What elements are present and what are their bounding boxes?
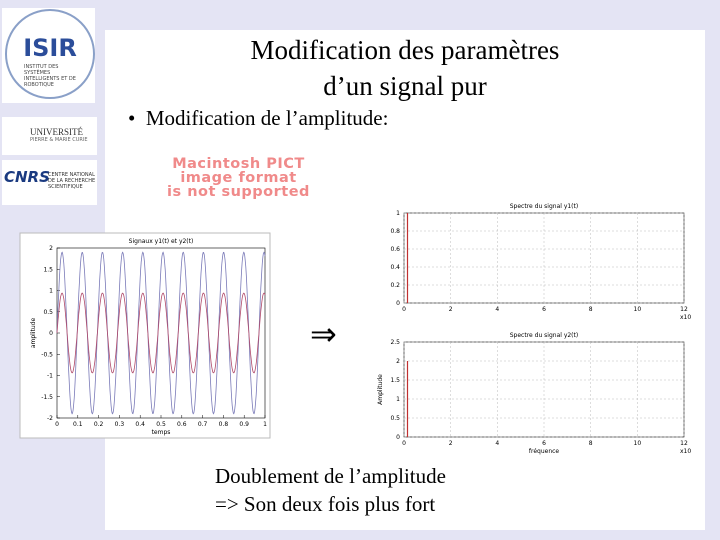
y-tick-label: 1.5 (43, 266, 53, 273)
y-axis-label: Amplitude (377, 374, 384, 405)
x-tick-label: 0.2 (94, 421, 104, 428)
y-tick-label: 2 (396, 358, 400, 365)
x-tick-label: 0.1 (73, 421, 83, 428)
arrow: ⇒ (310, 316, 337, 352)
y-tick-label: 0.2 (390, 282, 400, 289)
x-tick-label: 0 (55, 421, 59, 428)
x-tick-label: 0 (402, 440, 406, 447)
waveform (56, 251, 266, 415)
logo-ring (5, 9, 95, 99)
waveform (56, 292, 266, 374)
logo-text: ISIR (23, 34, 77, 62)
conclusion-line: Doublement de l’amplitude (215, 464, 446, 488)
x-tick-label: 0.4 (135, 421, 145, 428)
placeholder-line: is not supported (167, 184, 310, 200)
pict-placeholder: Macintosh PICT image format is not suppo… (116, 156, 361, 200)
y-tick-label: 1 (396, 396, 400, 403)
plot-title: Spectre du signal y1(t) (510, 203, 578, 210)
bullet: • Modification de l’amplitude: (128, 106, 389, 130)
logo-caption: PIERRE & MARIE CURIE (30, 137, 88, 143)
conclusion: Doublement de l’amplitude => Son deux fo… (215, 462, 446, 518)
logo-caption: CENTRE NATIONAL DE LA RECHERCHE SCIENTIF… (48, 172, 96, 190)
y-tick-label: 0.4 (390, 264, 400, 271)
x-tick-label: 12 (680, 306, 688, 313)
x-tick-label: 6 (542, 440, 546, 447)
x-tick-label: 10 (634, 306, 642, 313)
placeholder-line: image format (180, 170, 297, 186)
axes-box (56, 247, 266, 419)
y-tick-label: 0 (396, 300, 400, 307)
slide-title: Modification des paramètres d’un signal … (170, 32, 640, 104)
isir-logo: ISIR INSTITUT DES SYSTÈMES INTELLIGENTS … (2, 8, 95, 103)
y-tick-label: -2 (47, 415, 53, 422)
logo-caption: INSTITUT DES SYSTÈMES INTELLIGENTS ET DE… (24, 64, 76, 88)
x-tick-label: 0.6 (177, 421, 187, 428)
plot-title: Spectre du signal y2(t) (510, 332, 578, 339)
logo-text: UNIVERSITÉ (30, 127, 83, 137)
x-tick-label: 0.5 (156, 421, 166, 428)
title-line: d’un signal pur (323, 71, 487, 101)
x-tick-label: 8 (589, 306, 593, 313)
y-tick-label: 0.8 (390, 228, 400, 235)
conclusion-line: => Son deux fois plus fort (215, 492, 436, 516)
y-axis-label: amplitude (30, 318, 37, 349)
isir-logo-art: ISIR (5, 9, 95, 99)
x-tick-label: 1 (263, 421, 267, 428)
y-tick-label: 0.5 (43, 309, 53, 316)
placeholder-line: Macintosh PICT (172, 156, 305, 172)
plot-title: Signaux y1(t) et y2(t) (129, 238, 194, 245)
x-tick-label: 2 (449, 440, 453, 447)
x-tick-label: 4 (495, 306, 499, 313)
x-axis-label: temps (152, 429, 171, 436)
x-tick-label: 0.7 (198, 421, 208, 428)
axes-box (403, 341, 685, 438)
x-tick-label: 0.3 (115, 421, 125, 428)
bullet-text: Modification de l’amplitude: (145, 106, 389, 130)
x-tick-label: 2 (449, 306, 453, 313)
y-tick-label: 2.5 (390, 339, 400, 346)
x-tick-label: 4 (495, 440, 499, 447)
title-line: Modification des paramètres (250, 35, 560, 65)
y-tick-label: 2 (49, 245, 53, 252)
x-tick-label: 12 (680, 440, 688, 447)
y-tick-label: 1 (396, 210, 400, 217)
y-tick-label: 0 (396, 434, 400, 441)
y-tick-label: -0.5 (41, 351, 53, 358)
logo-text: CNRS (4, 168, 50, 186)
cnrs-logo: CNRS CENTRE NATIONAL DE LA RECHERCHE SCI… (2, 160, 97, 205)
y-tick-label: 0.6 (390, 246, 400, 253)
axis-exponent: x10 (680, 448, 691, 455)
y-tick-label: -1.5 (41, 394, 53, 401)
axis-exponent: x10 (680, 314, 691, 321)
x-tick-label: 0 (402, 306, 406, 313)
x-tick-label: 8 (589, 440, 593, 447)
x-tick-label: 0.9 (239, 421, 249, 428)
upmc-logo: UNIVERSITÉ PIERRE & MARIE CURIE (2, 117, 97, 155)
y-tick-label: -1 (47, 373, 53, 380)
y-tick-label: 0.5 (390, 415, 400, 422)
y-tick-label: 0 (49, 330, 53, 337)
x-tick-label: 10 (634, 440, 642, 447)
y-tick-label: 1.5 (390, 377, 400, 384)
x-axis-label: fréquence (529, 448, 560, 455)
y-tick-label: 1 (49, 288, 53, 295)
x-tick-label: 6 (542, 306, 546, 313)
x-tick-label: 0.8 (219, 421, 229, 428)
